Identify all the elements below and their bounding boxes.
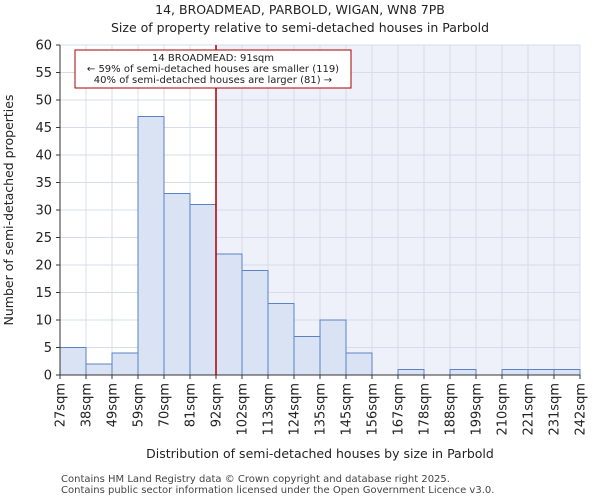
chart-subtitle: Size of property relative to semi-detach…	[110, 20, 490, 35]
y-tick-label: 50	[35, 94, 52, 109]
bar-49sqm	[111, 352, 139, 376]
x-tick-label: 70sqm	[158, 383, 173, 427]
y-tick-label: 25	[35, 231, 52, 246]
bar-59sqm	[137, 116, 165, 376]
y-tick-label: 40	[35, 149, 52, 164]
bar-135sqm	[319, 319, 347, 376]
y-tick-label: 10	[35, 314, 52, 329]
bar-145sqm	[345, 352, 373, 376]
histogram-chart: 0 5 10 15 20 25 30 35 40 45 50 55 60 27sqm 38sqm 49sqm 5…	[1, 39, 589, 462]
x-tick-label: 178sqm	[418, 383, 433, 436]
x-tick-label: 231sqm	[548, 383, 563, 436]
bar-210sqm	[501, 369, 529, 376]
x-tick-label: 92sqm	[210, 383, 225, 427]
x-axis-title: Distribution of semi-detached houses by …	[146, 446, 494, 461]
bar-124sqm	[293, 336, 321, 376]
x-tick-label: 38sqm	[80, 383, 95, 427]
x-tick-label: 81sqm	[184, 383, 199, 427]
x-tick-label: 242sqm	[574, 383, 589, 436]
bar-167sqm	[397, 369, 425, 376]
x-tick-label: 145sqm	[340, 383, 355, 436]
x-tick-label: 27sqm	[54, 383, 69, 427]
x-tick-label: 199sqm	[470, 383, 485, 436]
footer-licence: Contains public sector information licen…	[61, 485, 495, 496]
y-tick-label: 30	[35, 204, 52, 219]
x-tick-label: 167sqm	[392, 383, 407, 436]
footer-copyright: Contains HM Land Registry data © Crown c…	[61, 474, 450, 485]
bar-27sqm	[59, 347, 87, 376]
x-tick-label: 124sqm	[288, 383, 303, 436]
bar-231sqm	[553, 369, 581, 376]
y-tick-label: 55	[35, 66, 52, 81]
annotation-larger: 40% of semi-detached houses are larger (…	[94, 75, 332, 86]
y-tick-label: 20	[35, 259, 52, 274]
bar-221sqm	[527, 369, 555, 376]
x-tick-label: 221sqm	[522, 383, 537, 436]
bar-92sqm	[215, 253, 243, 376]
x-tick-label: 135sqm	[314, 383, 329, 436]
x-tick-label: 102sqm	[236, 383, 251, 436]
bar-113sqm	[267, 303, 295, 376]
y-tick-label: 5	[44, 341, 52, 356]
x-tick-label: 113sqm	[262, 383, 277, 436]
bar-188sqm	[449, 369, 477, 376]
annotation-box	[74, 49, 352, 89]
annotation-title: 14 BROADMEAD: 91sqm	[152, 53, 274, 64]
y-tick-label: 60	[35, 39, 52, 54]
bar-81sqm	[189, 204, 217, 376]
bar-38sqm	[85, 363, 113, 376]
y-tick-label: 35	[35, 176, 52, 191]
bar-102sqm	[241, 270, 269, 376]
y-tick-label: 45	[35, 121, 52, 136]
chart-title: 14, BROADMEAD, PARBOLD, WIGAN, WN8 7PB	[155, 2, 445, 17]
bar-70sqm	[163, 193, 191, 376]
x-tick-label: 210sqm	[496, 383, 511, 436]
annotation-smaller: ← 59% of semi-detached houses are smalle…	[87, 64, 339, 75]
x-tick-label: 156sqm	[366, 383, 381, 436]
x-tick-label: 188sqm	[444, 383, 459, 436]
y-tick-label: 15	[35, 286, 52, 301]
y-axis-title: Number of semi-detached properties	[1, 95, 16, 326]
x-tick-label: 59sqm	[132, 383, 147, 427]
x-tick-label: 49sqm	[106, 383, 121, 427]
y-tick-label: 0	[44, 369, 52, 384]
